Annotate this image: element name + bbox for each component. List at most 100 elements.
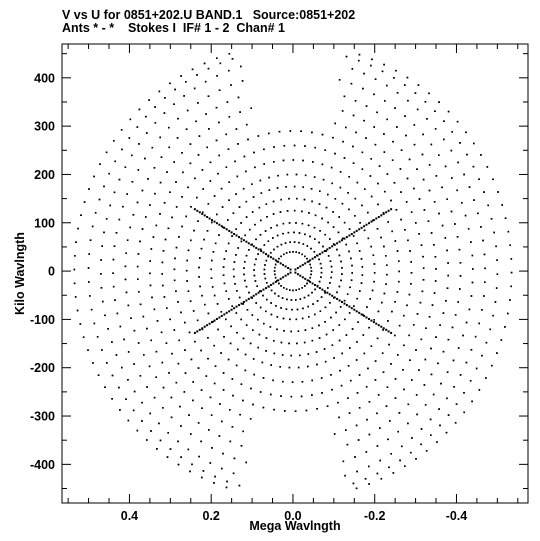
uv-point	[384, 100, 386, 102]
uv-point	[418, 198, 421, 200]
uv-point	[358, 407, 361, 409]
uv-point	[348, 228, 351, 230]
uv-point	[187, 249, 190, 252]
uv-point	[459, 275, 462, 277]
uv-spoke-point	[316, 254, 319, 257]
uv-point	[431, 304, 434, 306]
uv-point	[408, 334, 410, 337]
uv-point	[240, 383, 243, 385]
uv-point	[482, 239, 484, 242]
uv-point	[149, 204, 151, 206]
uv-point	[280, 255, 282, 258]
uv-spoke-point	[377, 216, 380, 218]
uv-point	[186, 259, 188, 262]
uv-point	[279, 211, 282, 213]
uv-point	[137, 253, 140, 255]
uv-point	[100, 273, 102, 275]
uv-spoke-point	[272, 282, 275, 285]
uv-point	[477, 212, 479, 215]
uv-point	[173, 329, 176, 331]
uv-point	[309, 235, 311, 238]
uv-point	[311, 291, 313, 294]
uv-point	[184, 349, 186, 351]
uv-spoke-point	[318, 253, 321, 256]
uv-spoke-point	[274, 280, 277, 283]
uv-point	[295, 289, 297, 291]
uv-point	[373, 280, 375, 283]
uv-point	[363, 352, 366, 355]
uv-point	[473, 142, 475, 145]
uv-point	[345, 126, 347, 129]
uv-point	[163, 296, 166, 298]
uv-point	[103, 185, 105, 188]
uv-point	[315, 351, 318, 353]
uv-point	[389, 420, 391, 422]
uv-point	[371, 289, 374, 292]
uv-point	[407, 422, 409, 425]
uv-point	[330, 316, 332, 319]
uv-point	[358, 374, 361, 376]
uv-point	[341, 273, 343, 275]
uv-point	[396, 126, 398, 128]
uv-point	[250, 107, 252, 109]
uv-point	[260, 219, 262, 222]
uv-point	[330, 265, 333, 268]
uv-point	[346, 293, 349, 295]
uv-spoke-point	[252, 294, 255, 297]
uv-point	[484, 281, 486, 283]
uv-point	[173, 268, 176, 271]
uv-point	[355, 131, 357, 134]
uv-point	[199, 257, 201, 259]
uv-point	[314, 288, 316, 291]
uv-point	[494, 301, 497, 303]
uv-point	[177, 117, 179, 120]
uv-spoke-point	[314, 256, 316, 259]
uv-point	[198, 266, 200, 269]
uv-point	[340, 279, 342, 282]
uv-point	[341, 202, 344, 205]
uv-point	[434, 280, 437, 282]
uv-point	[228, 116, 231, 118]
uv-point	[239, 111, 241, 113]
uv-spoke-point	[326, 248, 329, 251]
uv-point	[500, 339, 503, 341]
uv-spoke-point	[225, 228, 228, 231]
uv-point	[329, 282, 331, 284]
uv-point	[175, 206, 178, 208]
uv-point	[159, 213, 161, 215]
uv-point	[280, 243, 283, 246]
uv-point	[119, 325, 122, 328]
uv-point	[300, 395, 303, 398]
uv-spoke-point	[301, 263, 304, 266]
uv-point	[141, 189, 144, 192]
uv-spoke-point	[198, 211, 201, 214]
uv-point	[230, 325, 232, 328]
uv-point	[393, 77, 395, 79]
uv-point	[151, 146, 154, 149]
uv-point	[446, 198, 448, 200]
uv-point	[149, 412, 151, 415]
uv-point	[304, 233, 306, 236]
uv-point	[391, 310, 393, 313]
uv-point	[338, 324, 341, 326]
uv-point	[447, 414, 450, 416]
uv-point	[444, 165, 447, 168]
uv-point	[470, 295, 473, 297]
uv-point	[483, 191, 485, 193]
uv-point	[245, 170, 247, 173]
uv-point	[356, 341, 358, 343]
uv-point	[405, 201, 408, 203]
uv-point	[350, 82, 353, 85]
uv-point	[270, 252, 272, 254]
uv-point	[207, 312, 210, 315]
uv-point	[313, 226, 316, 229]
uv-point	[451, 177, 453, 179]
uv-spoke-point	[198, 328, 201, 331]
uv-point	[391, 159, 394, 161]
uv-point	[274, 292, 276, 295]
uv-point	[289, 318, 291, 321]
uv-point	[201, 476, 203, 479]
uv-point	[478, 322, 480, 325]
uv-point	[421, 290, 424, 293]
uv-point	[247, 138, 249, 141]
